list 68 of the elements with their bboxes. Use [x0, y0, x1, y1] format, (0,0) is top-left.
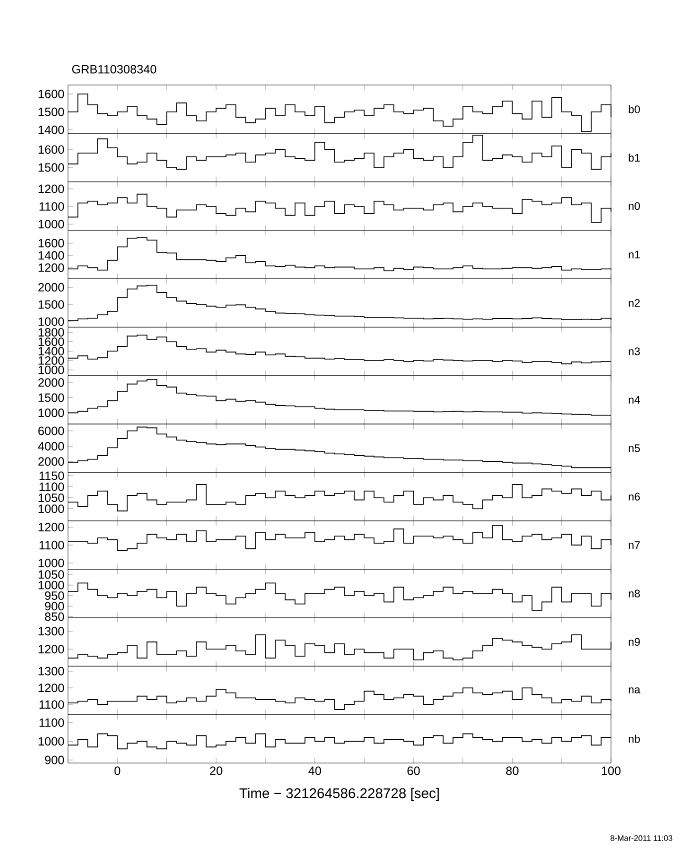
y-tick-label: 900 [45, 602, 64, 610]
y-tick-label: 1000 [38, 317, 64, 326]
x-tick-label: 40 [308, 766, 322, 776]
text: 8-Mar-2011 11:03 [610, 835, 672, 841]
x-axis-title: Time − 321264586.228728 [sec] [239, 788, 439, 801]
y-tick-label: 1100 [40, 482, 64, 491]
y-tick-label: 1000 [38, 737, 64, 746]
y-tick-label: 1050 [38, 494, 64, 502]
x-tick-label: 80 [506, 766, 518, 776]
y-tick-label: 1500 [38, 163, 64, 172]
y-tick-label: 1600 [38, 145, 64, 154]
y-tick-label: 4000 [38, 442, 64, 450]
y-tick-label: 1000 [38, 558, 64, 568]
chart-title: GRB110308340 [72, 64, 156, 74]
text: nb [628, 734, 640, 743]
y-tick-label: 1000 [38, 408, 64, 418]
y-tick-label: 1200 [38, 684, 64, 692]
text: n2 [628, 299, 640, 307]
text: n9 [628, 638, 640, 646]
y-tick-label: 1150 [40, 471, 64, 480]
text: n5 [628, 444, 640, 452]
y-tick-label: 1400 [38, 251, 64, 260]
y-tick-label: 1000 [38, 504, 64, 513]
text: n7 [628, 541, 640, 549]
y-tick-label: 1500 [38, 300, 64, 309]
y-tick-label: 950 [45, 591, 64, 600]
y-tick-label: 1600 [38, 337, 64, 346]
y-tick-label: 1200 [38, 184, 64, 194]
text: n3 [628, 347, 640, 356]
y-tick-label: 2000 [38, 378, 64, 387]
y-tick-label: 1000 [38, 220, 64, 228]
y-tick-label: 1600 [38, 90, 64, 98]
y-tick-label: 1600 [38, 238, 64, 248]
text: na [628, 687, 640, 694]
y-tick-label: 1000 [38, 580, 64, 590]
y-tick-label: 1200 [38, 522, 64, 532]
text: n0 [628, 202, 640, 210]
y-tick-label: 1400 [38, 346, 64, 356]
y-tick-label: 1200 [38, 263, 64, 272]
y-tick-label: 1100 [40, 202, 64, 211]
y-tick-label: 1100 [40, 718, 64, 727]
y-tick-label: 1100 [40, 700, 64, 709]
y-tick-label: 1400 [38, 126, 64, 134]
text: b1 [628, 154, 640, 162]
y-tick-label: 1500 [38, 108, 64, 116]
text: n8 [628, 590, 640, 598]
text: n1 [628, 250, 640, 258]
x-tick-label: 100 [602, 766, 621, 776]
y-tick-label: 850 [44, 612, 64, 621]
text: n6 [628, 492, 640, 501]
x-tick-label: 20 [210, 766, 222, 776]
y-tick-label: 6000 [38, 426, 64, 436]
y-tick-label: 2000 [38, 283, 64, 292]
y-tick-label: 1200 [38, 356, 64, 365]
y-tick-label: 1500 [38, 393, 64, 402]
x-tick-label: 0 [114, 766, 120, 776]
text: n4 [628, 396, 640, 404]
y-tick-label: 1000 [38, 366, 64, 374]
y-tick-label: 1800 [38, 328, 64, 337]
y-tick-label: 1050 [38, 570, 64, 579]
y-tick-label: 1100 [40, 540, 64, 550]
y-tick-label: 2000 [38, 457, 64, 466]
y-tick-label: 1300 [38, 626, 64, 636]
x-tick-label: 60 [407, 766, 420, 776]
y-tick-label: 900 [45, 756, 64, 764]
y-tick-label: 1200 [38, 644, 64, 654]
text: b0 [628, 105, 640, 114]
y-tick-label: 1300 [38, 666, 64, 676]
